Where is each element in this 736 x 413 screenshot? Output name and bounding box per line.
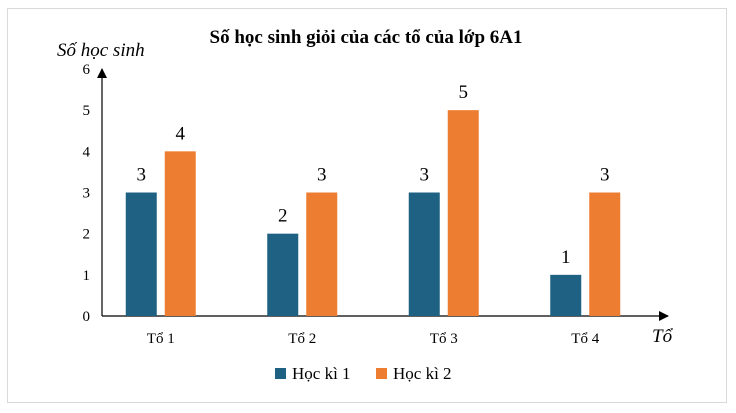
x-tick-label: Tổ 4 xyxy=(571,331,599,347)
data-label: 4 xyxy=(176,123,186,144)
legend-swatch xyxy=(275,368,286,379)
data-label: 1 xyxy=(561,247,571,268)
y-tick-label: 2 xyxy=(83,227,91,243)
bar-2-2 xyxy=(306,192,338,316)
x-tick-label: Tổ 3 xyxy=(430,331,458,347)
data-label: 2 xyxy=(278,206,288,227)
bar-2-1 xyxy=(164,151,196,316)
legend-label: Học kì 1 xyxy=(292,364,351,383)
bar-1-1 xyxy=(125,192,157,316)
data-label: 3 xyxy=(137,165,147,186)
data-label: 3 xyxy=(600,165,610,186)
y-tick-label: 0 xyxy=(83,309,91,325)
y-tick-label: 5 xyxy=(83,103,91,119)
data-label: 3 xyxy=(317,165,327,186)
y-tick-label: 4 xyxy=(83,144,91,160)
chart-title: Số học sinh giỏi của các tổ của lớp 6A1 xyxy=(210,27,523,48)
y-tick-label: 3 xyxy=(83,186,91,202)
bar-2-3 xyxy=(447,110,479,317)
y-tick-label: 6 xyxy=(83,62,91,78)
data-label: 3 xyxy=(420,165,430,186)
x-tick-label: Tổ 2 xyxy=(288,331,316,347)
y-tick-label: 1 xyxy=(83,268,91,284)
legend-label: Học kì 2 xyxy=(393,364,452,383)
x-axis-title: Tổ xyxy=(652,326,674,347)
chart-frame xyxy=(7,8,727,403)
legend-swatch xyxy=(376,368,387,379)
data-label: 5 xyxy=(459,82,469,103)
y-axis-title: Số học sinh xyxy=(57,40,145,61)
x-tick-label: Tổ 1 xyxy=(147,331,175,347)
bar-2-4 xyxy=(589,192,621,316)
bar-1-3 xyxy=(408,192,440,316)
bar-1-2 xyxy=(267,233,299,316)
bar-1-4 xyxy=(550,274,582,316)
